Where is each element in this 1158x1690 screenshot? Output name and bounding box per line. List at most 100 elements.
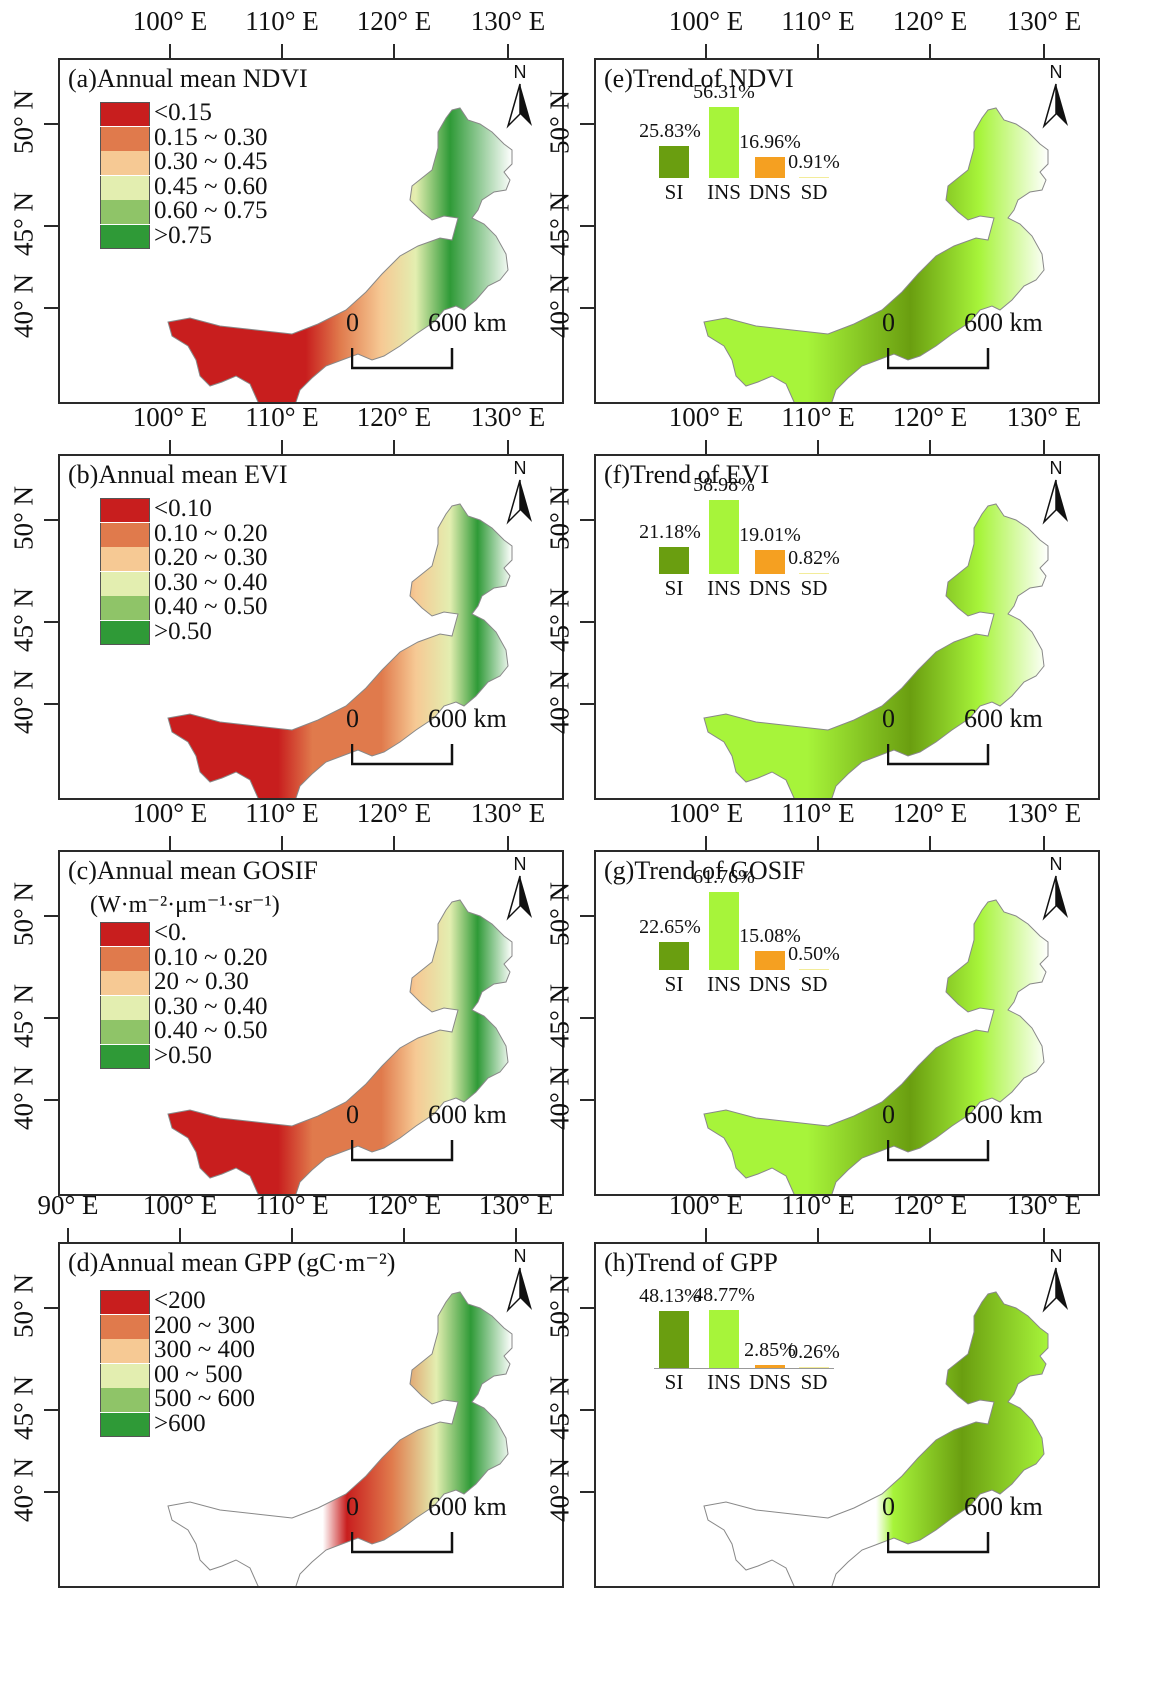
scale-line xyxy=(351,1532,454,1554)
longitude-label: 100° E xyxy=(142,1190,218,1220)
region-map xyxy=(167,1291,513,1586)
legend-label: 0.30 ~ 0.40 xyxy=(154,992,268,1020)
scale-start-label: 0 xyxy=(882,308,895,337)
legend-swatch xyxy=(100,175,150,200)
latitude-label: 40° N xyxy=(544,1065,575,1130)
latitude-label: 50° N xyxy=(8,485,39,550)
legend-swatch xyxy=(100,1290,150,1314)
latitude-tick xyxy=(580,915,594,917)
region-shape xyxy=(167,107,513,402)
scale-end-label: 600 km xyxy=(964,308,1043,337)
bar-category-label: SD xyxy=(800,180,828,204)
legend-label: 0.10 ~ 0.20 xyxy=(154,943,268,971)
longitude-label: 120° E xyxy=(356,402,432,432)
region-shape xyxy=(703,899,1049,1194)
legend-swatch xyxy=(100,547,150,571)
legend-swatch xyxy=(100,1412,150,1437)
panel-title: (c)Annual mean GOSIF xyxy=(68,856,318,885)
legend-swatch xyxy=(100,1044,150,1069)
map-frame: N 0 600 km (h)Trend of GPP 48.13% SI 48.77% INS… xyxy=(594,1242,1100,1588)
legend-label: 0.20 ~ 0.30 xyxy=(154,544,268,571)
bar-category-label: SD xyxy=(800,576,828,600)
region-map xyxy=(703,1291,1049,1586)
panel-title: (d)Annual mean GPP (gC·m⁻²) xyxy=(68,1248,396,1277)
trend-bar-chart: 48.13% SI 48.77% INS 2.85% DNS 0.26% SD xyxy=(620,1280,860,1430)
latitude-label: 50° N xyxy=(8,89,39,154)
north-arrow: N xyxy=(1036,458,1076,530)
longitude-label: 110° E xyxy=(245,6,319,36)
legend-label: >0.50 xyxy=(154,617,212,645)
bar-category-label: INS xyxy=(707,180,741,204)
longitude-label: 110° E xyxy=(245,402,319,432)
longitude-label: 120° E xyxy=(892,798,968,828)
bar-category-label: INS xyxy=(707,972,741,996)
scale-line xyxy=(887,1532,990,1554)
longitude-tick xyxy=(169,836,171,850)
map-panel-g: 100° E 110° E 120° E 130° E 50° N 45° N 40° N N… xyxy=(536,792,1110,1214)
longitude-tick xyxy=(705,44,707,58)
latitude-label: 45° N xyxy=(544,191,575,256)
north-label: N xyxy=(1049,1246,1063,1266)
longitude-label: 110° E xyxy=(781,402,855,432)
legend-label: 20 ~ 0.30 xyxy=(154,968,249,995)
latitude-tick xyxy=(580,519,594,521)
latitude-tick xyxy=(580,1409,594,1411)
bar-ins xyxy=(709,1309,739,1368)
longitude-tick xyxy=(281,836,283,850)
longitude-label: 130° E xyxy=(1006,1190,1082,1220)
scale-end-label: 600 km xyxy=(428,1492,507,1521)
legend-label: <0. xyxy=(154,919,187,946)
longitude-tick xyxy=(929,1228,931,1242)
scale-end-label: 600 km xyxy=(428,1100,507,1129)
bar-dns xyxy=(755,550,785,574)
bar-value-label: 0.91% xyxy=(788,150,840,173)
latitude-tick xyxy=(44,703,58,705)
latitude-label: 50° N xyxy=(544,1273,575,1338)
north-label: N xyxy=(1049,62,1063,82)
scale-start-label: 0 xyxy=(882,704,895,733)
longitude-label: 120° E xyxy=(366,1190,442,1220)
latitude-label: 45° N xyxy=(544,983,575,1048)
bar-value-label: 56.31% xyxy=(693,81,755,104)
longitude-label: 130° E xyxy=(470,402,546,432)
bar-category-label: SD xyxy=(800,972,828,996)
bar-category-label: INS xyxy=(707,1370,741,1394)
bar-sd xyxy=(799,176,829,178)
bar-category-label: SI xyxy=(664,1370,684,1394)
longitude-label: 110° E xyxy=(255,1190,329,1220)
trend-bar-chart: 25.83% SI 56.31% INS 16.96% DNS 0.91% SD xyxy=(620,81,860,246)
region-map xyxy=(167,503,513,798)
longitude-tick xyxy=(67,1228,69,1242)
north-arrow-icon xyxy=(1042,479,1068,525)
bar-value-label: 0.50% xyxy=(788,942,840,965)
longitude-tick xyxy=(507,440,509,454)
legend-label: 0.60 ~ 0.75 xyxy=(154,197,268,224)
legend-swatch xyxy=(100,224,150,249)
longitude-tick xyxy=(515,1228,517,1242)
region-map xyxy=(167,107,513,402)
north-arrow-icon xyxy=(506,1267,532,1313)
bar-ins xyxy=(709,107,739,178)
bar-value-label: 61.76% xyxy=(693,866,755,889)
legend-swatch xyxy=(100,151,150,175)
longitude-label: 130° E xyxy=(478,1190,554,1220)
longitude-tick xyxy=(705,836,707,850)
latitude-label: 45° N xyxy=(8,191,39,256)
bar-sd xyxy=(799,1366,829,1368)
legend-swatch xyxy=(100,946,150,971)
longitude-tick xyxy=(705,1228,707,1242)
bar-value-label: 48.77% xyxy=(693,1283,755,1306)
longitude-tick xyxy=(929,440,931,454)
legend-swatch xyxy=(100,620,150,645)
legend-label: 0.30 ~ 0.40 xyxy=(154,568,268,596)
legend-swatch xyxy=(100,1363,150,1388)
panel-unit: (W·m⁻²·μm⁻¹·sr⁻¹) xyxy=(90,892,280,918)
trend-bar-chart: 21.18% SI 58.98% INS 19.01% DNS 0.82% SD xyxy=(620,474,860,642)
legend-label: 500 ~ 600 xyxy=(154,1385,256,1412)
latitude-label: 40° N xyxy=(8,273,39,338)
bar-ins xyxy=(709,892,739,970)
scale-end-label: 600 km xyxy=(964,1100,1043,1129)
longitude-tick xyxy=(169,44,171,58)
north-label: N xyxy=(1049,854,1063,874)
legend-swatch xyxy=(100,596,150,620)
